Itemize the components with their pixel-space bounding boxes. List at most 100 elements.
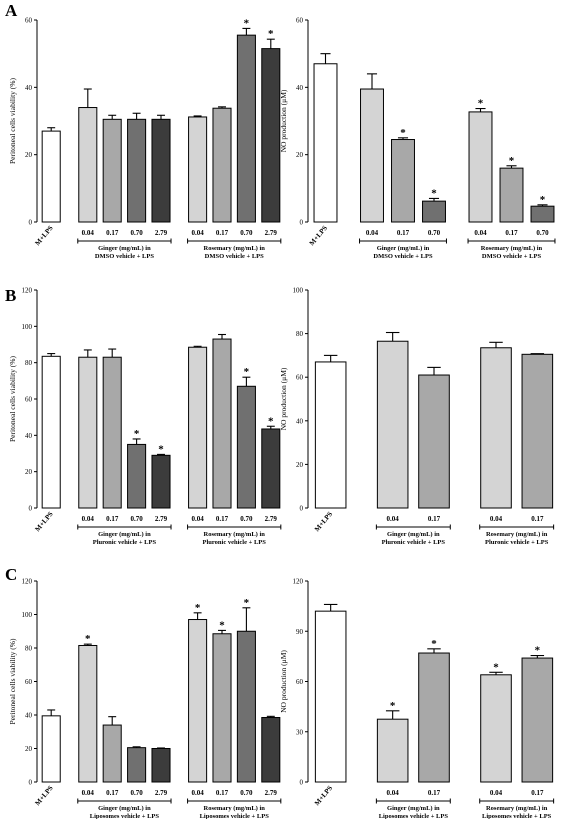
bar [261,428,281,509]
group-label: DMSO vehicle + LPS [95,253,155,260]
significance-star: * [219,619,225,631]
panel-label-b: B [5,286,16,305]
group-label: Pluronic vehicle + LPS [203,539,267,546]
bar [236,34,256,223]
y-tick-label: 20 [25,745,33,753]
y-tick-label: 40 [25,84,33,92]
group-label: Liposomes vehicle + LPS [379,813,449,819]
y-tick-label: 20 [25,468,33,476]
significance-star: * [85,633,91,645]
bar [314,610,347,783]
chart-a-viability: 0 20 40 60 Peritoneal cells viability (%) M+L… [8,17,282,260]
y-tick-label: 60 [25,17,33,25]
category-label: 2.79 [155,229,168,237]
bar [188,116,208,223]
category-label: 0.04 [82,515,95,523]
group-label: Ginger (mg/mL) in [387,805,440,812]
bar [391,139,415,223]
chart-c-viability: 0 20 40 60 80 100 120 Peritoneal cells viabilit… [8,578,282,819]
group-label: Ginger (mg/mL) in [377,245,430,252]
significance-star: * [158,443,164,455]
bar [78,644,98,783]
bar [78,107,98,223]
y-tick-label: 60 [296,678,304,686]
group-label: Liposomes vehicle + LPS [90,813,160,819]
y-axis-label: NO production (μM) [279,367,288,430]
y-tick-label: 40 [25,432,33,440]
bar [41,355,61,509]
significance-star: * [244,597,250,609]
category-label: 2.79 [155,515,168,523]
category-label: 0.17 [106,515,119,523]
y-tick-label: 0 [300,219,304,227]
bar [127,747,147,783]
category-label: 0.17 [216,515,229,523]
bar [127,443,147,509]
category-label: 2.79 [155,789,168,797]
y-tick-label: 80 [296,330,304,338]
y-axis-label: NO production (μM) [279,650,288,713]
bar [41,715,61,783]
bar [212,338,232,509]
bar [261,48,281,223]
bar [212,633,232,783]
bar [376,718,409,783]
group-label: Liposomes vehicle + LPS [200,813,270,819]
category-label: 0.04 [366,229,379,237]
significance-star: * [478,98,484,110]
y-tick-label: 0 [29,505,33,513]
y-tick-label: 60 [296,374,304,382]
category-label: 0.17 [106,789,119,797]
group-label: Rosemary (mg/mL) in [204,805,266,812]
category-label: 2.79 [265,789,278,797]
category-label: 0.70 [240,515,253,523]
group-label: Rosemary (mg/mL) in [204,531,266,538]
category-label: 0.70 [130,229,143,237]
bar [261,717,281,783]
significance-star: * [268,28,274,40]
bar [521,353,554,509]
y-tick-label: 0 [300,505,304,513]
group-label: Pluronic vehicle + LPS [485,539,549,546]
category-label: 0.17 [428,789,441,797]
group-label: Ginger (mg/mL) in [387,531,440,538]
y-tick-label: 90 [296,628,304,636]
category-label: 0.17 [106,229,119,237]
category-label: 0.17 [428,515,441,523]
bar [188,346,208,509]
y-tick-label: 100 [22,323,33,331]
bar [480,674,512,783]
group-label: DMSO vehicle + LPS [373,253,433,260]
panel-label-a: A [5,1,18,20]
category-label: 0.17 [531,515,544,523]
y-tick-label: 120 [22,578,33,586]
significance-star: * [244,17,250,29]
significance-star: * [244,366,250,378]
group-label: Rosemary (mg/mL) in [486,805,548,812]
bar [480,347,512,509]
chart-c-no-production: 0 30 60 90 120 NO production (μM) M+LPS * 0.04 * 0… [279,578,555,819]
bar [360,88,384,223]
bar [78,356,98,509]
category-label: 0.70 [240,789,253,797]
group-label: Rosemary (mg/mL) in [481,245,543,252]
y-tick-label: 60 [296,17,304,25]
category-label: 0.04 [191,515,204,523]
group-label: DMSO vehicle + LPS [482,253,542,260]
bar [236,385,256,509]
category-label: M+LPS [34,224,55,247]
chart-b-no-production: 0 20 40 60 80 100 NO production (μM) M+LPS 0.04 0… [279,287,555,546]
group-label: Pluronic vehicle + LPS [382,539,446,546]
y-tick-label: 20 [25,151,33,159]
y-axis-label: Peritoneal cells viability (%) [8,77,17,164]
y-tick-label: 80 [25,645,33,653]
bar [418,652,450,783]
panel-label-c: C [5,565,17,584]
significance-star: * [509,155,515,167]
bar [314,361,347,509]
chart-a-no-production: 0 20 40 60 NO production (μM) M+LPS 0.04 * 0.17 *… [279,17,556,260]
category-label: 0.17 [216,229,229,237]
bar [102,724,122,783]
significance-star: * [535,645,541,657]
